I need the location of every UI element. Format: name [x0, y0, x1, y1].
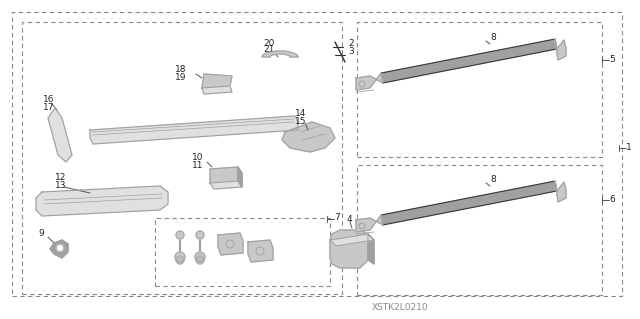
- Circle shape: [196, 231, 204, 239]
- Text: 6: 6: [609, 196, 615, 204]
- Polygon shape: [202, 74, 232, 88]
- Text: 4: 4: [347, 216, 353, 225]
- Polygon shape: [330, 234, 374, 246]
- Circle shape: [56, 244, 63, 251]
- Text: 16: 16: [43, 94, 54, 103]
- Text: 2: 2: [348, 39, 354, 48]
- Text: 7: 7: [334, 213, 340, 222]
- Bar: [12, 12, 622, 296]
- Circle shape: [176, 256, 184, 264]
- Polygon shape: [202, 86, 232, 94]
- Polygon shape: [262, 51, 298, 57]
- Polygon shape: [238, 167, 242, 187]
- Text: 8: 8: [490, 33, 496, 42]
- Polygon shape: [555, 181, 566, 202]
- Polygon shape: [210, 167, 238, 183]
- Text: 21: 21: [263, 46, 275, 55]
- Bar: [155, 218, 330, 286]
- Polygon shape: [368, 234, 374, 264]
- Text: 13: 13: [55, 182, 67, 190]
- Text: 3: 3: [348, 47, 354, 56]
- Polygon shape: [48, 108, 72, 162]
- Polygon shape: [50, 240, 68, 258]
- Text: XSTK2L0210: XSTK2L0210: [372, 303, 428, 313]
- Bar: [357, 22, 602, 157]
- Polygon shape: [356, 215, 383, 232]
- Text: 12: 12: [55, 174, 67, 182]
- Bar: [357, 165, 602, 295]
- Circle shape: [176, 231, 184, 239]
- Text: 17: 17: [43, 102, 54, 112]
- Polygon shape: [218, 233, 243, 255]
- Circle shape: [196, 256, 204, 264]
- Polygon shape: [381, 39, 557, 83]
- Polygon shape: [90, 116, 298, 144]
- Text: 18: 18: [175, 65, 186, 75]
- Polygon shape: [248, 240, 273, 262]
- Text: 9: 9: [38, 228, 44, 238]
- Circle shape: [195, 252, 205, 262]
- Polygon shape: [330, 230, 368, 268]
- Text: 11: 11: [192, 161, 204, 170]
- Text: 8: 8: [490, 175, 496, 184]
- Polygon shape: [381, 181, 557, 225]
- Text: 19: 19: [175, 73, 186, 83]
- Text: 5: 5: [609, 56, 615, 64]
- Polygon shape: [36, 186, 168, 216]
- Text: 14: 14: [295, 109, 307, 118]
- Text: 20: 20: [263, 39, 275, 48]
- Text: 15: 15: [295, 117, 307, 127]
- Bar: [22, 22, 342, 294]
- Circle shape: [175, 252, 185, 262]
- Text: 10: 10: [192, 153, 204, 162]
- Polygon shape: [555, 39, 566, 60]
- Polygon shape: [282, 122, 335, 152]
- Text: 1: 1: [626, 144, 632, 152]
- Polygon shape: [356, 73, 383, 90]
- Polygon shape: [210, 181, 242, 189]
